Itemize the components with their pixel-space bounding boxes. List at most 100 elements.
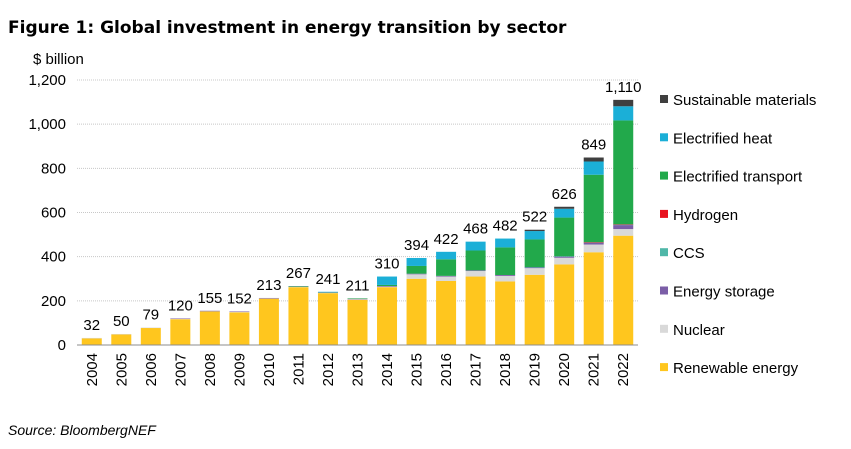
bar-segment-energy-storage	[199, 310, 220, 312]
bar-segment-nuclear	[613, 229, 634, 236]
source-note: Source: BloombergNEF	[8, 422, 156, 438]
legend-swatch	[660, 248, 668, 257]
legend-label: Energy storage	[673, 284, 775, 301]
bar-segment-electrified-heat	[554, 208, 575, 218]
y-tick-label: 200	[41, 293, 66, 310]
x-tick-label: 2018	[497, 353, 514, 386]
bar-segment-electrified-transport	[288, 286, 309, 287]
total-label: 152	[227, 290, 252, 307]
total-label: 394	[404, 237, 429, 254]
total-label: 626	[552, 186, 577, 203]
bar-segment-renewable-energy	[258, 298, 279, 345]
bar-segment-nuclear	[524, 268, 545, 275]
bar-segment-nuclear	[583, 244, 604, 253]
legend-swatch	[660, 171, 668, 180]
x-tick-label: 2021	[586, 353, 603, 386]
legend-swatch	[660, 363, 668, 372]
x-tick-label: 2004	[84, 353, 101, 386]
x-axis-ticks: 2004 2005 2006 2007 2008 2009 2010 2011 2012 2013…	[84, 353, 632, 386]
total-label: 522	[522, 209, 547, 226]
bar-segment-renewable-energy	[583, 252, 604, 345]
total-label: 32	[83, 317, 100, 334]
bar-segment-electrified-heat	[436, 251, 457, 260]
y-axis-ticks: 0 200 400 600 800 1,000 1,200	[28, 72, 66, 354]
bar-segment-nuclear	[347, 299, 368, 300]
bar-segment-energy-storage	[583, 242, 604, 245]
bar-segment-electrified-transport	[554, 217, 575, 257]
bar-segment-electrified-heat	[495, 238, 516, 248]
total-label: 211	[346, 277, 370, 294]
bar-segment-energy-storage	[258, 297, 279, 299]
bar-segment-electrified-heat	[465, 241, 486, 251]
bar-segment-energy-storage	[495, 274, 516, 276]
total-label: 267	[286, 265, 311, 282]
total-label: 422	[434, 231, 459, 248]
bar-segment-electrified-transport	[377, 284, 398, 287]
bar-segment-renewable-energy	[288, 287, 309, 345]
bar-segment-renewable-energy	[406, 278, 427, 345]
bar-segment-nuclear	[317, 292, 338, 294]
bar-segment-renewable-energy	[436, 280, 457, 345]
bar-segment-sustainable-materials	[613, 99, 634, 107]
x-tick-label: 2013	[350, 353, 367, 386]
bar-segment-hydrogen	[613, 224, 634, 225]
x-tick-label: 2012	[320, 353, 337, 386]
legend-swatch	[660, 133, 668, 142]
bar-segment-renewable-energy	[317, 293, 338, 345]
x-tick-label: 2008	[202, 353, 219, 386]
bar-segment-nuclear	[377, 286, 398, 288]
bar-segment-electrified-transport	[436, 259, 457, 276]
bar-segment-ccs	[524, 267, 545, 268]
bar-segment-nuclear	[288, 286, 309, 288]
x-tick-label: 2020	[556, 353, 573, 386]
total-label: 468	[463, 221, 488, 238]
bar-segment-electrified-heat	[377, 276, 398, 285]
total-label: 120	[168, 298, 193, 315]
bar-segment-electrified-heat	[406, 257, 427, 266]
total-label: 310	[375, 256, 400, 273]
bar-segment-renewable-energy	[465, 276, 486, 345]
bar-segment-electrified-transport	[465, 250, 486, 271]
bar-segment-electrified-heat	[613, 106, 634, 121]
bar-segment-energy-storage	[613, 225, 634, 230]
legend-swatch	[660, 209, 668, 218]
bar-segment-nuclear	[554, 257, 575, 265]
y-tick-label: 1,000	[28, 116, 66, 133]
bar-segment-energy-storage	[406, 273, 427, 275]
bar-segment-energy-storage	[170, 318, 191, 319]
x-tick-label: 2016	[438, 353, 455, 386]
x-tick-label: 2017	[468, 353, 485, 386]
bar-segment-sustainable-materials	[583, 157, 604, 162]
bar-segment-renewable-energy	[347, 299, 368, 345]
x-tick-label: 2019	[527, 353, 544, 386]
bar-segment-nuclear	[465, 271, 486, 277]
y-tick-label: 400	[41, 249, 66, 266]
x-tick-label: 2005	[113, 353, 130, 386]
bar-segment-energy-storage	[347, 298, 368, 300]
bar-segment-energy-storage	[229, 311, 250, 312]
y-tick-label: 600	[41, 205, 66, 222]
bar-segment-energy-storage	[524, 267, 545, 269]
bar-segment-electrified-transport	[524, 239, 545, 268]
bar-segment-electrified-transport	[347, 298, 368, 299]
y-tick-label: 0	[58, 337, 66, 354]
legend-label: Nuclear	[673, 322, 725, 339]
bar-segment-ccs	[554, 256, 575, 257]
bar-segment-sustainable-materials	[554, 206, 575, 209]
bar-segment-hydrogen	[583, 242, 604, 243]
total-label: 50	[113, 313, 130, 330]
bar-segment-energy-storage	[554, 256, 575, 258]
legend-label: CCS	[673, 245, 705, 262]
legend-label: Hydrogen	[673, 207, 738, 224]
bars	[81, 99, 634, 345]
bar-segment-renewable-energy	[524, 274, 545, 345]
bar-segment-energy-storage	[436, 275, 457, 277]
y-tick-label: 1,200	[28, 72, 66, 89]
x-tick-label: 2014	[379, 353, 396, 386]
bar-segment-ccs	[613, 224, 634, 226]
bar-segment-renewable-energy	[170, 319, 191, 345]
legend-swatch	[660, 286, 668, 295]
bar-segment-nuclear	[81, 337, 102, 339]
